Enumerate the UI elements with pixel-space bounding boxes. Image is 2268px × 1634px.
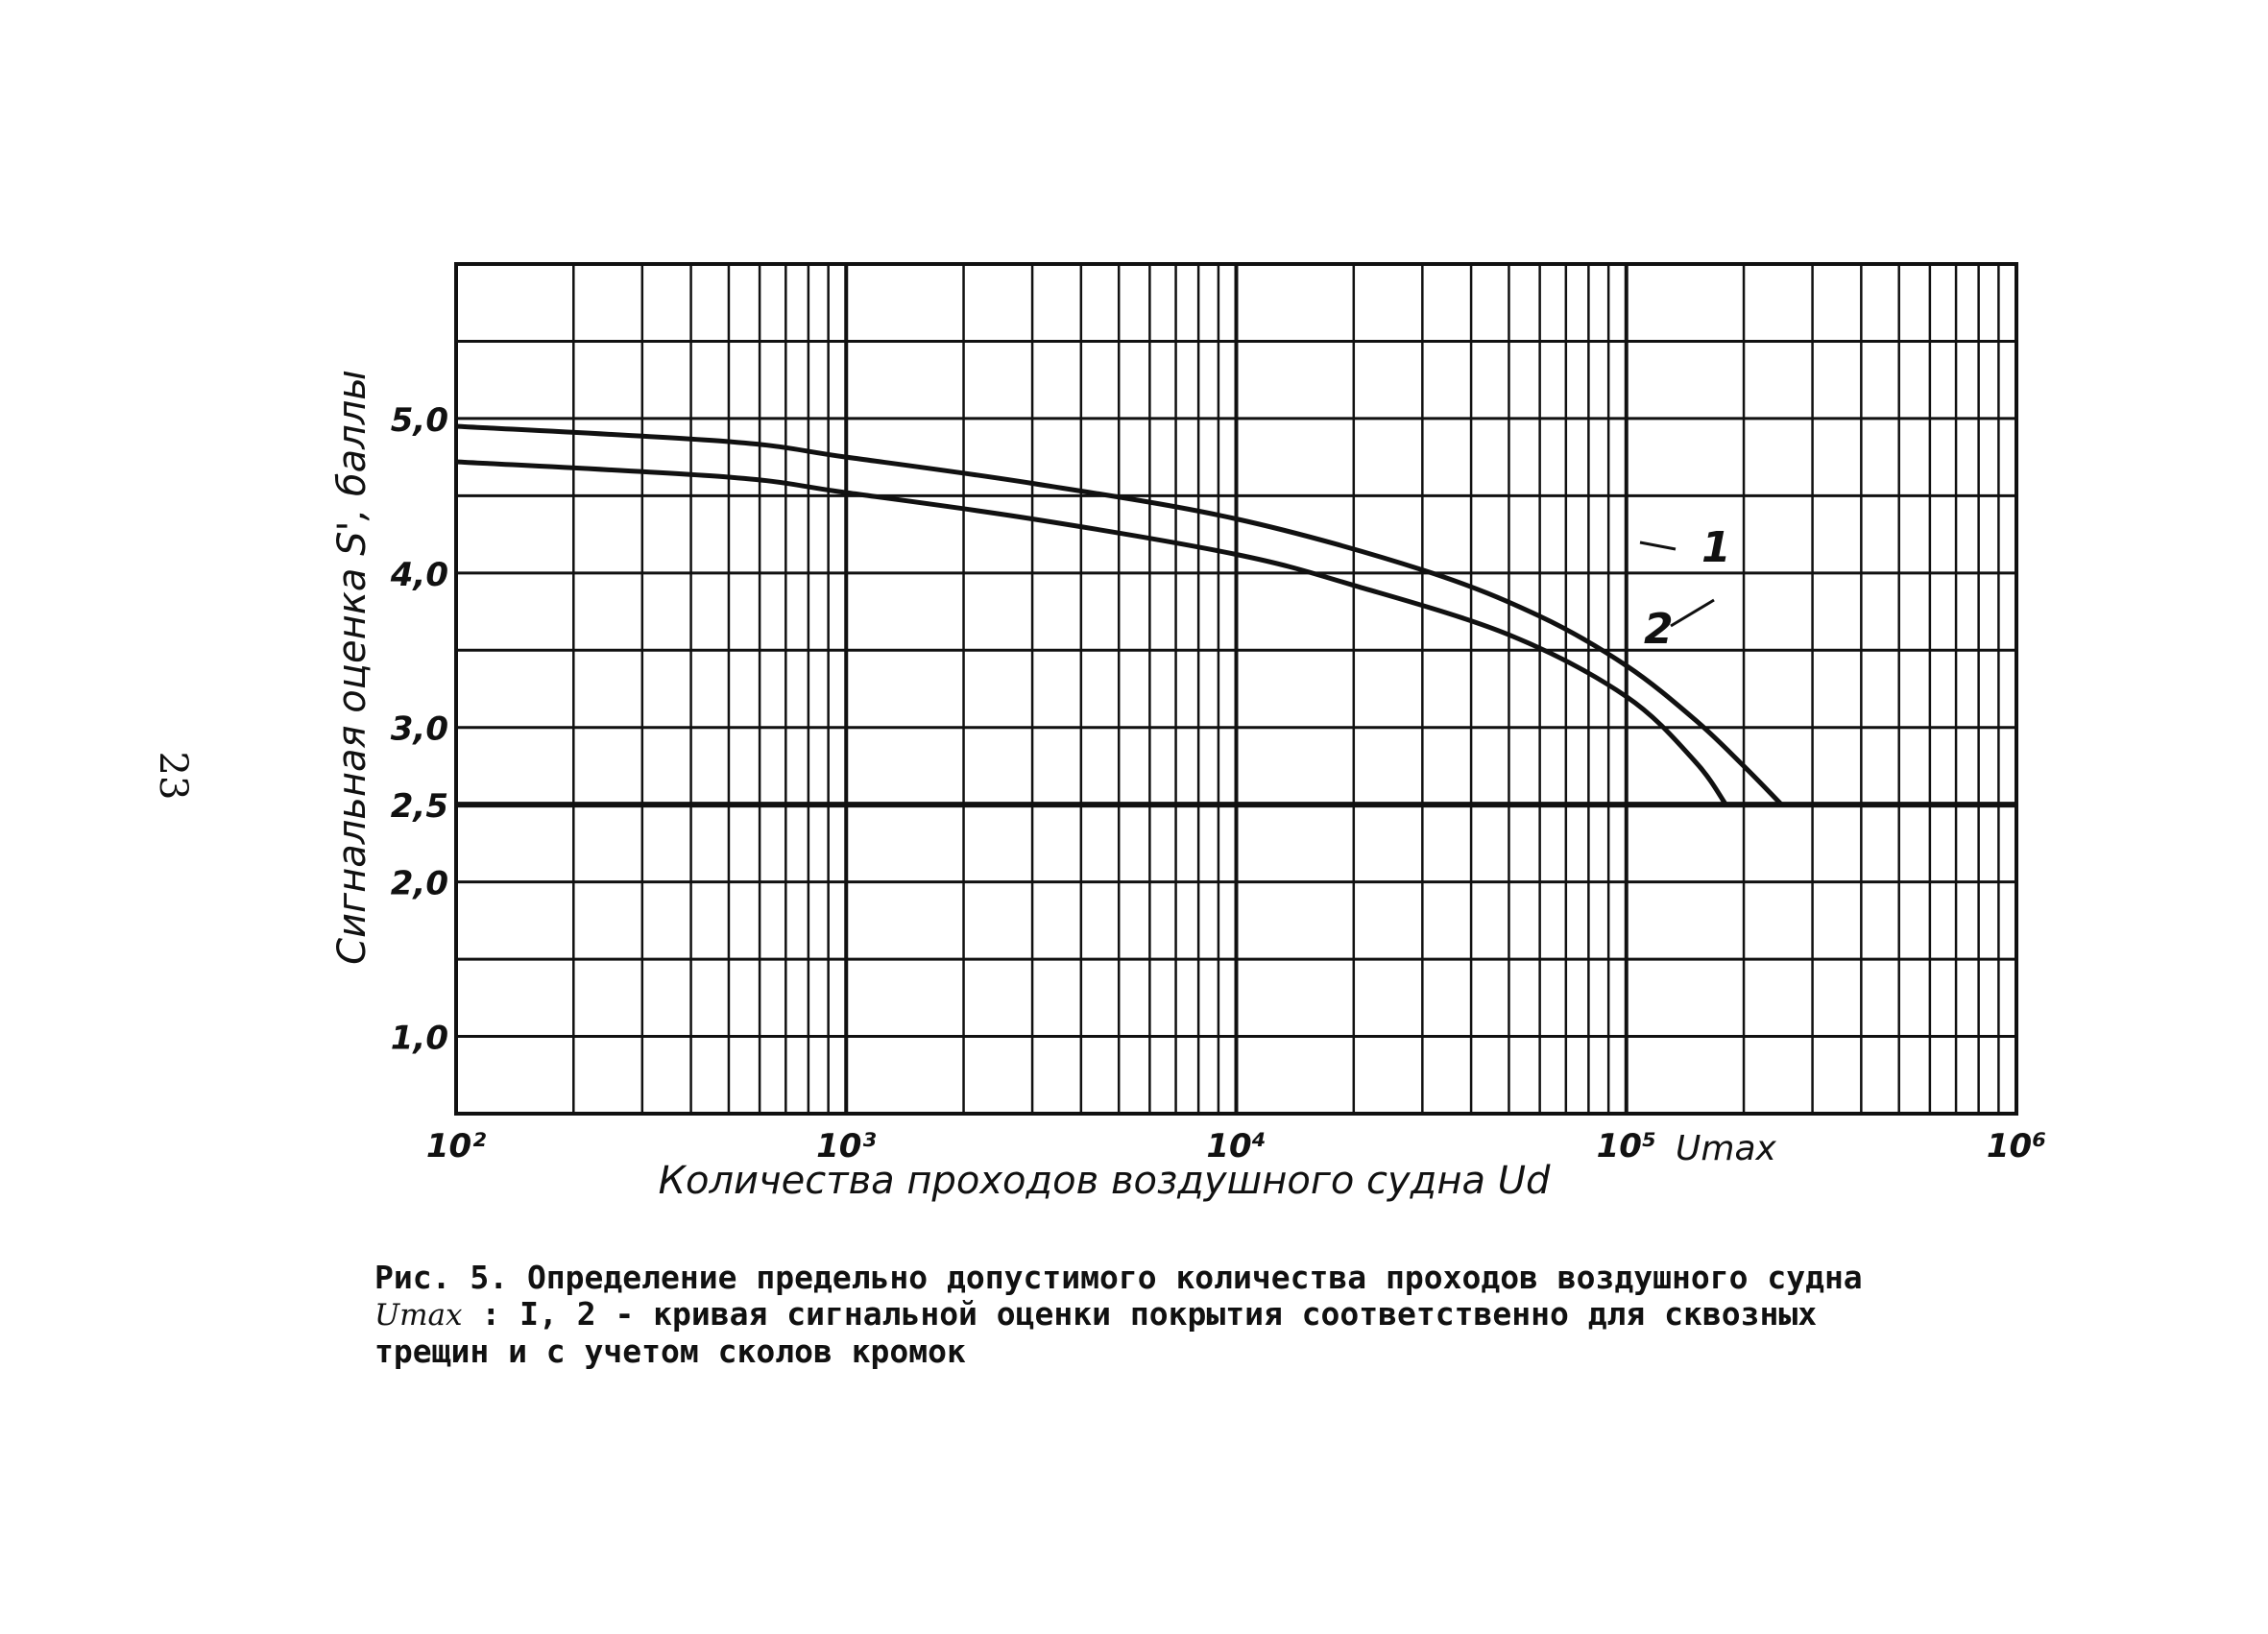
y-tick-label: 2,0 — [391, 865, 448, 903]
series-label-2: 2 — [1644, 605, 1674, 654]
series-line-1 — [455, 423, 1784, 806]
x-tick-label: 10⁵ — [1597, 1127, 1656, 1165]
figure-caption: Рис. 5. Определение предельно допустимог… — [374, 1260, 2007, 1370]
x-tick-label: 10⁴ — [1206, 1127, 1266, 1165]
y-tick-label: 5,0 — [391, 401, 448, 440]
series-group: 12 — [455, 423, 1784, 806]
series-leader-1 — [1639, 541, 1677, 551]
x-tick-label: 10⁶ — [1987, 1127, 2046, 1165]
y-tick-label: 2,5 — [391, 787, 448, 826]
series-label-1: 1 — [1701, 523, 1731, 572]
caption-line-1: Рис. 5. Определение предельно допустимог… — [374, 1259, 1863, 1296]
y-tick-labels: 5,0 4,0 3,0 2,5 2,0 1,0 — [390, 401, 448, 1058]
y-axis-label: Сигнальная оценка S', баллы — [330, 370, 374, 965]
x-tick-label: 10² — [426, 1127, 486, 1165]
plot-frame — [454, 262, 2018, 1116]
y-tick-label: 4,0 — [390, 556, 448, 594]
y-tick-label: 1,0 — [391, 1020, 448, 1058]
series-line-2 — [455, 459, 1728, 806]
grid — [454, 262, 2018, 1116]
x-tick-label: 10³ — [816, 1127, 876, 1165]
annotations: Umax — [1676, 1129, 1776, 1168]
umax-label: Umax — [1676, 1129, 1776, 1168]
caption-line-3: трещин и с учетом сколов кромок — [374, 1333, 966, 1370]
x-axis-label: Количества проходов воздушного судна Ud — [659, 1159, 1551, 1203]
page-number: 23 — [151, 751, 195, 801]
series-leader-2 — [1670, 598, 1715, 628]
y-tick-label: 3,0 — [391, 710, 448, 749]
caption-umax-symbol: Umax — [374, 1298, 463, 1333]
caption-line-2: : I, 2 - кривая сигнальной оценки покрыт… — [462, 1295, 1818, 1333]
x-tick-labels: 10² 10³ 10⁴ 10⁵ 10⁶ — [426, 1127, 2046, 1165]
